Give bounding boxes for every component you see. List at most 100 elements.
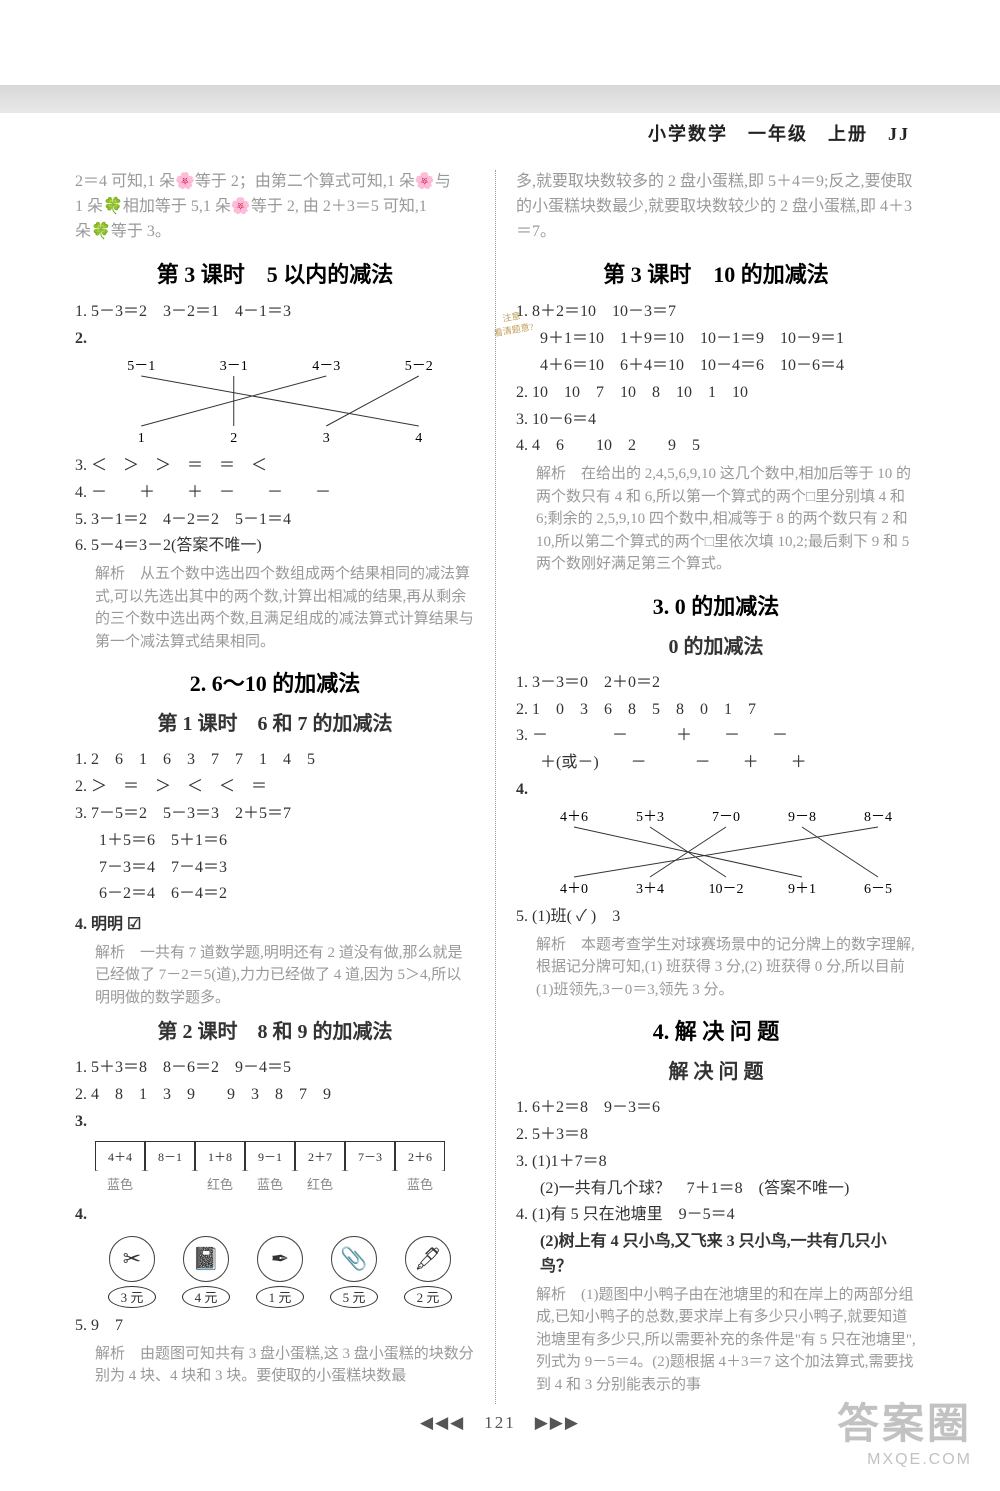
header-subject: 小学数学 一年级 上册 JJ bbox=[648, 120, 910, 146]
flag-color: 蓝色 bbox=[245, 1175, 295, 1195]
cont: 多,就要取块数较多的 2 盘小蛋糕,即 5＋4＝9;反之,要使取的小蛋糕块数最少… bbox=[516, 170, 916, 244]
q1l2: 9＋1＝10 1＋9＝10 10－1＝9 10－9＝1 bbox=[540, 327, 916, 352]
q3l1: 3. 7－5＝2 5－3＝3 2＋5＝7 bbox=[75, 802, 475, 827]
svg-text:3: 3 bbox=[323, 431, 330, 446]
match-diagram-2: 4＋64＋05＋33＋47－010－29－89＋18－46－5 bbox=[536, 809, 906, 899]
svg-text:4: 4 bbox=[415, 431, 422, 446]
s2q5: 5. 9 7 bbox=[75, 1314, 475, 1339]
flag-color: 蓝色 bbox=[395, 1175, 445, 1195]
item-cell: 🖋2 元 bbox=[398, 1236, 458, 1308]
q3l3: 7－3＝4 7－4＝3 bbox=[99, 856, 475, 881]
q5: 5. 3－1＝2 4－2＝2 5－1＝4 bbox=[75, 508, 475, 533]
flag-row: 4＋48－11＋89－12＋77－32＋6 bbox=[95, 1141, 475, 1171]
q3: 3. ＜ ＞ ＞ ＝ ＝ ＜ bbox=[75, 454, 475, 479]
price-oval: 2 元 bbox=[404, 1286, 452, 1308]
flag-color: 红色 bbox=[195, 1175, 245, 1195]
q3a: 3. (1)1＋7＝8 bbox=[516, 1150, 916, 1175]
item-cell: ✒ 1 元 bbox=[250, 1236, 310, 1308]
svg-text:7－0: 7－0 bbox=[712, 810, 740, 825]
q4n: 4. bbox=[75, 1203, 97, 1228]
svg-text:5－2: 5－2 bbox=[405, 359, 433, 374]
q3: 3. 10－6＝4 bbox=[516, 408, 916, 433]
sec-title: 第 3 课时 10 的加减法 bbox=[516, 258, 916, 292]
watermark: 答案圈 MXQE.COM bbox=[837, 1390, 972, 1469]
flag: 2＋6 bbox=[395, 1141, 445, 1171]
svg-text:4＋0: 4＋0 bbox=[560, 882, 588, 897]
q4: 4. － ＋ ＋ － － － bbox=[75, 481, 475, 506]
svg-text:9－8: 9－8 bbox=[788, 810, 816, 825]
q6: 6. 5－4＝3－2(答案不唯一) bbox=[75, 534, 475, 559]
flag-color: 红色 bbox=[295, 1175, 345, 1195]
flag: 1＋8 bbox=[195, 1141, 245, 1171]
sub-title: 解 决 问 题 bbox=[516, 1057, 916, 1088]
item-cell: ✂ 3 元 bbox=[102, 1236, 162, 1308]
svg-text:2: 2 bbox=[230, 431, 237, 446]
wm-line2: MXQE.COM bbox=[837, 1451, 972, 1469]
analysis: 解析 在给出的 2,4,5,6,9,10 这几个数中,相加后等于 10 的两个数… bbox=[536, 463, 916, 576]
sub-title: 第 2 课时 8 和 9 的加减法 bbox=[75, 1017, 475, 1048]
q4n: 4. bbox=[516, 778, 538, 803]
item-icon: 📓 bbox=[183, 1236, 229, 1282]
q3b: ＋(或－) － － ＋ ＋ bbox=[540, 751, 916, 776]
flag: 7－3 bbox=[345, 1141, 395, 1171]
sec-title: 4. 解 决 问 题 bbox=[516, 1015, 916, 1049]
item-icon: ✒ bbox=[257, 1236, 303, 1282]
item-cell: 📓 4 元 bbox=[176, 1236, 236, 1308]
item-icon: 📎 bbox=[331, 1236, 377, 1282]
q3n: 3. bbox=[75, 1110, 97, 1135]
q3l4: 6－2＝4 6－4＝2 bbox=[99, 882, 475, 907]
svg-text:8－4: 8－4 bbox=[864, 810, 892, 825]
match-svg: 5－113－124－335－24 bbox=[95, 358, 465, 448]
intro-l2: 1 朵🍀相加等于 5,1 朵🌸等于 2, 由 2＋3＝5 可知,1 bbox=[75, 195, 475, 220]
page-content: 2＝4 可知,1 朵🌸等于 2；由第二个算式可知,1 朵🌸与 1 朵🍀相加等于 … bbox=[75, 170, 925, 1404]
item-row: ✂ 3 元 📓 4 元 ✒ 1 元 📎 5 元 🖋2 元 bbox=[95, 1236, 465, 1308]
analysis: 解析 (1)题图中小鸭子由在池塘里的和在岸上的两部分组成,已知小鸭子的总数,要求… bbox=[536, 1284, 916, 1397]
q4-text: 4. 明明 ☑ bbox=[75, 916, 141, 933]
sec-title: 3. 0 的加减法 bbox=[516, 590, 916, 624]
q4b-text: (2)树上有 4 只小鸟,又飞来 3 只小鸟,一共有几只小鸟？ bbox=[540, 1233, 887, 1275]
q5: 5. (1)班( ✓ ) 3 bbox=[516, 905, 916, 930]
svg-text:6－5: 6－5 bbox=[864, 882, 892, 897]
sec-title: 2. 6～10 的加减法 bbox=[75, 667, 475, 701]
analysis: 解析 从五个数中选出四个数组成两个结果相同的减法算式,可以先选出其中的两个数,计… bbox=[95, 563, 475, 653]
wm-line1: 答案圈 bbox=[837, 1390, 972, 1451]
flag-colors: 蓝色红色蓝色红色蓝色 bbox=[95, 1175, 445, 1195]
svg-text:3－1: 3－1 bbox=[220, 359, 248, 374]
q4: 4. 4 6 10 2 9 5 bbox=[516, 434, 916, 459]
analysis: 解析 由题图可知共有 3 盘小蛋糕,这 3 盘小蛋糕的块数分别为 4 块、4 块… bbox=[95, 1343, 475, 1388]
q3b: (2)一共有几个球？ 7＋1＝8 (答案不唯一) bbox=[540, 1177, 916, 1202]
flag: 2＋7 bbox=[295, 1141, 345, 1171]
q2: 2. 1 0 3 6 8 5 8 0 1 7 bbox=[516, 698, 916, 723]
svg-text:1: 1 bbox=[138, 431, 145, 446]
price-oval: 5 元 bbox=[330, 1286, 378, 1308]
left-column: 2＝4 可知,1 朵🌸等于 2；由第二个算式可知,1 朵🌸与 1 朵🍀相加等于 … bbox=[75, 170, 495, 1404]
q3l2: 1＋5＝6 5＋1＝6 bbox=[99, 829, 475, 854]
svg-text:9＋1: 9＋1 bbox=[788, 882, 816, 897]
sec-title: 第 3 课时 5 以内的减法 bbox=[75, 258, 475, 292]
flag: 9－1 bbox=[245, 1141, 295, 1171]
flag: 8－1 bbox=[145, 1141, 195, 1171]
item-cell: 📎 5 元 bbox=[324, 1236, 384, 1308]
svg-text:4＋6: 4＋6 bbox=[560, 810, 588, 825]
intro-l3: 朵🍀等于 3。 bbox=[75, 220, 475, 245]
q2-num: 2. bbox=[75, 327, 97, 352]
q1: 1. 2 6 1 6 3 7 7 1 4 5 bbox=[75, 748, 475, 773]
svg-text:4－3: 4－3 bbox=[312, 359, 340, 374]
analysis: 解析 一共有 7 道数学题,明明还有 2 道没有做,那么就是已经做了 7－2＝5… bbox=[95, 942, 475, 1010]
svg-text:3＋4: 3＋4 bbox=[636, 882, 664, 897]
q2: 2. 5＋3＝8 bbox=[516, 1123, 916, 1148]
flag-color bbox=[345, 1175, 395, 1195]
price-oval: 1 元 bbox=[256, 1286, 304, 1308]
q1: 1. 5－3＝2 3－2＝1 4－1＝3 bbox=[75, 300, 475, 325]
price-oval: 4 元 bbox=[182, 1286, 230, 1308]
q1: 1. 6＋2＝8 9－3＝6 bbox=[516, 1096, 916, 1121]
analysis: 解析 本题考查学生对球赛场景中的记分牌上的数字理解,根据记分牌可知,(1) 班获… bbox=[536, 934, 916, 1002]
flag-color: 蓝色 bbox=[95, 1175, 145, 1195]
flag: 4＋4 bbox=[95, 1141, 145, 1171]
svg-text:10－2: 10－2 bbox=[709, 882, 744, 897]
match-svg: 4＋64＋05＋33＋47－010－29－89＋18－46－5 bbox=[536, 809, 916, 899]
item-icon: ✂ bbox=[109, 1236, 155, 1282]
flag-color bbox=[145, 1175, 195, 1195]
price-oval: 3 元 bbox=[108, 1286, 156, 1308]
intro-l1: 2＝4 可知,1 朵🌸等于 2；由第二个算式可知,1 朵🌸与 bbox=[75, 170, 475, 195]
